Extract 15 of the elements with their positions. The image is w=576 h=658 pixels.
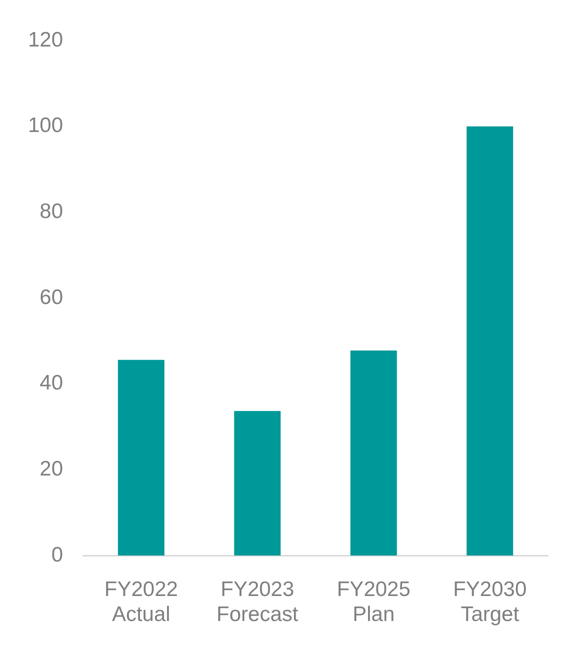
- y-tick-label: 60: [40, 286, 64, 309]
- bar: [234, 410, 281, 556]
- bar: [350, 350, 397, 556]
- x-tick-label: FY2023 Forecast: [216, 578, 298, 626]
- y-tick-label: 0: [51, 543, 64, 566]
- y-tick-label: 80: [40, 200, 64, 224]
- y-tick-label: 20: [40, 458, 64, 481]
- bar: [466, 126, 514, 556]
- y-tick-label: 40: [40, 372, 64, 395]
- x-tick-label: FY2030 Target: [453, 578, 527, 626]
- x-tick-label: FY2025 Plan: [336, 578, 410, 626]
- y-tick-label: 100: [28, 114, 64, 138]
- bar: [118, 360, 164, 556]
- x-tick-label: FY2022 Actual: [104, 578, 178, 626]
- y-tick-label: 120: [28, 28, 64, 52]
